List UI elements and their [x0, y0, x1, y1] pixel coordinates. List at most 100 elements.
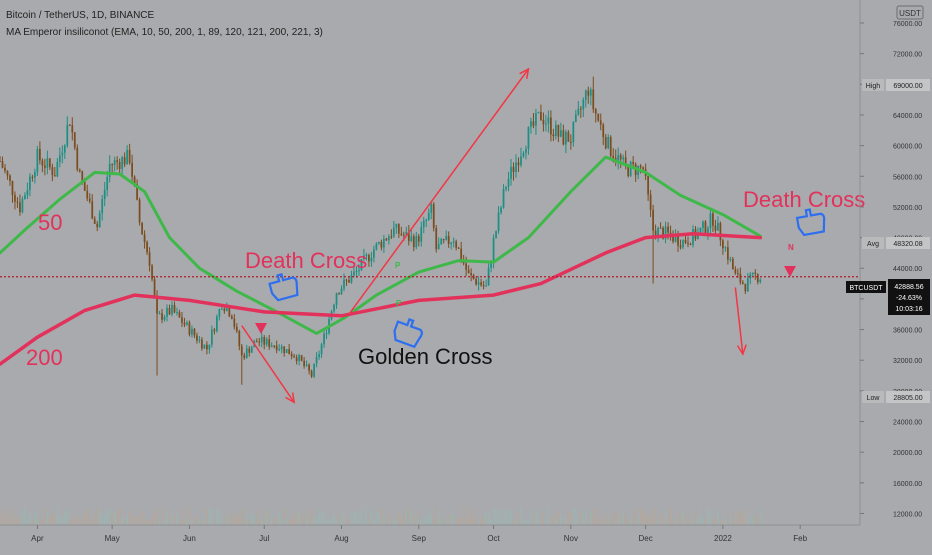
volume-bar: [268, 512, 271, 525]
volume-bar: [116, 510, 119, 525]
volume-bar: [756, 513, 759, 525]
trend-arrow-head: [519, 67, 530, 79]
volume-bar: [328, 518, 330, 525]
candle-body: [161, 313, 163, 320]
candle-body: [133, 176, 136, 185]
volume-bar: [589, 510, 592, 525]
candle-body: [525, 148, 527, 154]
volume-bar: [21, 510, 24, 525]
candle-body: [385, 238, 388, 241]
volume-bar: [156, 507, 158, 525]
volume-bar: [345, 513, 348, 525]
volume-bar: [564, 518, 567, 525]
candle-body: [163, 316, 166, 320]
candle-body: [108, 163, 111, 178]
candle-body: [592, 89, 595, 110]
candle-body: [492, 237, 495, 262]
low-value: 28805.00: [893, 395, 922, 402]
ema-200-line: [0, 232, 763, 366]
volume-bar: [383, 516, 385, 525]
candle-body: [390, 236, 393, 238]
candle-body: [425, 219, 428, 221]
candle-body: [400, 233, 403, 235]
high-value-box: [886, 79, 930, 91]
candle-body: [572, 122, 575, 143]
candle-body: [136, 184, 138, 200]
volume-bar: [133, 515, 136, 525]
candle-body: [173, 304, 176, 313]
volume-bar: [467, 508, 470, 525]
currency-badge-box[interactable]: [896, 5, 924, 20]
volume-bar: [704, 518, 707, 525]
volume-bar: [629, 518, 632, 525]
candle-body: [313, 363, 315, 377]
volume-bar: [9, 514, 11, 525]
volume-bar: [540, 520, 542, 525]
candle-body: [358, 270, 360, 272]
price-tick-label: 60000.00: [893, 144, 922, 151]
volume-bar: [455, 517, 458, 525]
currency-badge[interactable]: USDT: [899, 9, 921, 18]
candle-body: [206, 344, 208, 350]
candle-body: [564, 131, 567, 145]
volume-bar: [674, 516, 677, 525]
candle-body: [378, 241, 380, 244]
volume-bar: [265, 509, 268, 525]
candle-body: [465, 263, 468, 270]
time-axis[interactable]: Apr May Jun Jul Aug Sep Oct Nov Dec 2022 Feb: [31, 525, 808, 543]
volume-bar: [39, 514, 41, 525]
volume-bar: [654, 512, 657, 525]
volume-bar: [375, 509, 378, 525]
candle-body: [527, 126, 530, 149]
volume-bar: [644, 510, 647, 525]
candle-body: [522, 153, 525, 157]
volume-bar: [422, 515, 425, 525]
volume-bar: [395, 520, 398, 525]
volume-bar: [522, 513, 525, 525]
candle-body: [447, 235, 450, 244]
volume-bar: [532, 512, 535, 525]
current-symbol: BTCUSDT: [849, 285, 883, 292]
candle-body: [323, 333, 325, 345]
volume-bar: [171, 516, 173, 525]
candle-body: [664, 226, 667, 239]
candle-body: [370, 257, 373, 262]
candle-body: [402, 234, 405, 236]
volume-bar: [517, 512, 520, 525]
hand-pointer-icon-3: [795, 208, 826, 237]
volume-bar: [333, 514, 335, 525]
volume-bar: [744, 509, 747, 525]
volume-bar: [353, 511, 355, 525]
candle-body: [248, 348, 251, 353]
candle-body: [123, 157, 126, 165]
candle-body: [512, 166, 515, 173]
volume-bar: [36, 514, 39, 525]
price-tick-label: 12000.00: [893, 512, 922, 519]
candle-body: [208, 344, 211, 350]
candle-layer: [0, 76, 762, 385]
volume-bar: [138, 513, 141, 525]
volume-bar: [61, 517, 64, 525]
volume-bar: [542, 511, 545, 525]
avg-label-box: [862, 237, 884, 249]
candle-body: [579, 108, 582, 110]
candle-body: [211, 329, 213, 345]
volume-bar: [58, 514, 61, 525]
volume-bar: [440, 520, 443, 525]
volume-bar: [24, 508, 26, 525]
trend-arrow-head: [736, 344, 747, 356]
volume-bar: [739, 511, 742, 525]
candle-body: [627, 165, 630, 177]
candle-body: [647, 176, 649, 195]
candle-body: [31, 176, 34, 178]
candle-body: [368, 254, 370, 262]
candle-body: [450, 242, 453, 244]
candle-body: [268, 339, 271, 347]
volume-bar: [689, 520, 692, 525]
volume-bar: [530, 508, 532, 525]
candle-body: [717, 222, 719, 231]
volume-bar: [0, 517, 1, 525]
volume-bar: [510, 510, 512, 525]
